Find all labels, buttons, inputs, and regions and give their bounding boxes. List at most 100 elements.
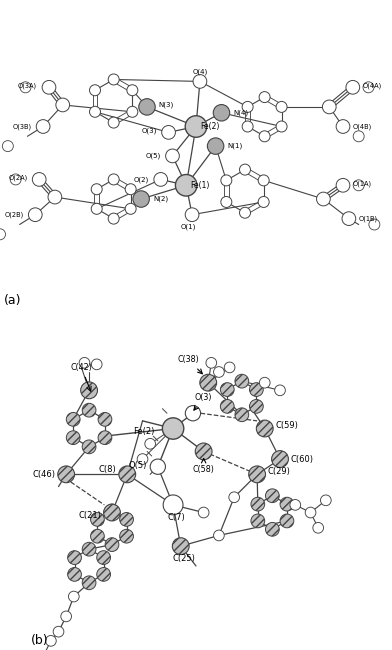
Circle shape	[235, 374, 249, 388]
Circle shape	[249, 466, 265, 483]
Circle shape	[193, 75, 207, 88]
Circle shape	[120, 529, 133, 543]
Text: C(38): C(38)	[178, 356, 202, 374]
Circle shape	[61, 611, 71, 622]
Text: O(3): O(3)	[194, 393, 212, 410]
Text: O(5): O(5)	[129, 461, 147, 470]
Circle shape	[172, 538, 189, 554]
Text: C(58): C(58)	[193, 458, 214, 474]
Circle shape	[108, 74, 119, 85]
Circle shape	[176, 174, 197, 196]
Text: O(4A): O(4A)	[363, 82, 382, 88]
Circle shape	[272, 450, 289, 467]
Circle shape	[133, 191, 149, 207]
Circle shape	[68, 567, 82, 581]
Circle shape	[127, 84, 138, 96]
Circle shape	[162, 418, 184, 439]
Circle shape	[249, 383, 263, 396]
Circle shape	[363, 82, 374, 93]
Circle shape	[66, 431, 80, 445]
Circle shape	[336, 179, 350, 192]
Circle shape	[137, 454, 148, 464]
Circle shape	[0, 229, 5, 240]
Circle shape	[240, 164, 250, 175]
Circle shape	[69, 592, 79, 602]
Circle shape	[265, 523, 279, 536]
Circle shape	[91, 529, 104, 543]
Text: O(4B): O(4B)	[353, 124, 372, 130]
Circle shape	[305, 507, 316, 518]
Circle shape	[240, 207, 250, 218]
Text: N(1): N(1)	[227, 143, 243, 150]
Text: Fe(2): Fe(2)	[200, 122, 220, 131]
Circle shape	[207, 138, 224, 154]
Text: C(60): C(60)	[291, 454, 314, 463]
Circle shape	[150, 459, 165, 474]
Circle shape	[82, 542, 96, 556]
Circle shape	[280, 497, 294, 511]
Text: C(42): C(42)	[71, 363, 93, 391]
Circle shape	[163, 495, 183, 515]
Text: O(3): O(3)	[142, 127, 157, 134]
Circle shape	[105, 538, 119, 551]
Circle shape	[317, 192, 330, 206]
Circle shape	[119, 466, 136, 483]
Circle shape	[214, 530, 224, 541]
Text: C(21): C(21)	[78, 511, 101, 520]
Circle shape	[259, 131, 270, 142]
Text: Fe(2): Fe(2)	[133, 427, 155, 436]
Circle shape	[56, 98, 70, 112]
Text: O(5): O(5)	[145, 153, 161, 159]
Circle shape	[91, 203, 102, 214]
Circle shape	[342, 212, 356, 226]
Circle shape	[89, 84, 100, 96]
Circle shape	[105, 504, 119, 518]
Circle shape	[32, 172, 46, 187]
Circle shape	[353, 131, 364, 142]
Circle shape	[224, 362, 235, 372]
Text: (b): (b)	[31, 634, 49, 647]
Circle shape	[198, 507, 209, 518]
Circle shape	[220, 383, 234, 396]
Circle shape	[185, 208, 199, 222]
Circle shape	[82, 403, 96, 417]
Circle shape	[82, 440, 96, 454]
Circle shape	[2, 140, 13, 151]
Circle shape	[280, 514, 294, 528]
Circle shape	[336, 120, 350, 133]
Circle shape	[256, 420, 273, 437]
Circle shape	[125, 184, 136, 195]
Text: O(2): O(2)	[134, 176, 149, 183]
Text: C(29): C(29)	[268, 467, 290, 476]
Circle shape	[91, 512, 104, 527]
Text: O(1B): O(1B)	[359, 215, 378, 222]
Circle shape	[68, 551, 82, 564]
Text: Fe(1): Fe(1)	[190, 181, 210, 190]
Circle shape	[91, 359, 102, 370]
Circle shape	[97, 567, 111, 581]
Circle shape	[353, 180, 364, 191]
Circle shape	[10, 174, 21, 185]
Circle shape	[322, 100, 336, 114]
Text: C(8): C(8)	[99, 465, 116, 474]
Circle shape	[79, 358, 90, 368]
Circle shape	[82, 576, 96, 590]
Text: N(4): N(4)	[233, 110, 249, 116]
Circle shape	[89, 107, 100, 117]
Text: C(7): C(7)	[167, 513, 185, 521]
Circle shape	[185, 406, 201, 421]
Text: O(4): O(4)	[192, 68, 207, 75]
Circle shape	[66, 413, 80, 426]
Circle shape	[200, 374, 217, 391]
Circle shape	[98, 413, 112, 426]
Circle shape	[36, 120, 50, 133]
Circle shape	[125, 203, 136, 214]
Circle shape	[20, 82, 31, 93]
Text: N(3): N(3)	[159, 101, 174, 108]
Circle shape	[28, 208, 42, 222]
Circle shape	[127, 107, 138, 117]
Circle shape	[58, 466, 74, 483]
Circle shape	[213, 105, 230, 121]
Text: O(2A): O(2A)	[8, 174, 27, 181]
Circle shape	[259, 92, 270, 103]
